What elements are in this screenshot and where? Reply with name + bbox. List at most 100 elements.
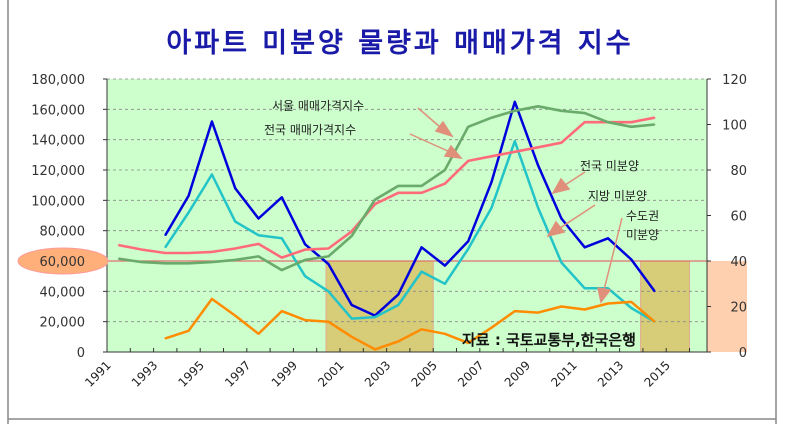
y-left-tick-label: 20,000: [40, 316, 86, 331]
annotation-national-unsold: 전국 미분양: [580, 159, 639, 173]
data-point: [467, 160, 469, 162]
data-point: [374, 198, 376, 201]
y-right-tick-label: 60: [730, 210, 747, 225]
arrow-capital-unsold: [603, 217, 623, 291]
arrow-local-unsold: [559, 204, 596, 229]
highlight-60000-ellipse: [17, 247, 109, 275]
data-point: [560, 110, 563, 112]
data-point: [304, 243, 306, 246]
data-point: [327, 263, 330, 265]
data-point: [187, 252, 190, 254]
data-point: [397, 293, 400, 296]
chart-title: 아파트 미분양 물량과 매매가격 지수: [166, 28, 633, 59]
data-point: [653, 116, 656, 119]
data-point: [280, 196, 283, 199]
data-point: [257, 217, 260, 220]
data-point: [607, 302, 609, 305]
data-point: [141, 248, 143, 251]
data-point: [630, 125, 633, 128]
data-point: [583, 112, 586, 114]
arrowhead-seoul: [434, 120, 454, 138]
data-point: [397, 304, 400, 306]
y-left-tick-label: 40,000: [40, 285, 86, 300]
data-point: [490, 326, 493, 329]
data-point: [164, 234, 167, 237]
data-point: [420, 191, 423, 194]
data-point: [327, 255, 330, 258]
data-point: [164, 262, 167, 265]
data-point: [211, 251, 213, 253]
data-point: [537, 207, 539, 209]
y-left-tick-label: 60,000: [40, 255, 86, 270]
data-point: [257, 243, 260, 245]
data-point: [560, 261, 563, 264]
arrowhead-capital-unsold: [597, 287, 612, 304]
data-point: [537, 311, 539, 314]
data-point: [211, 173, 213, 176]
data-point: [257, 333, 260, 335]
y-left-tick-label: 180,000: [31, 73, 85, 88]
series-line-1: [164, 139, 656, 323]
data-point: [467, 248, 469, 250]
y-left-tick-label: 120,000: [31, 164, 85, 179]
data-point: [234, 220, 236, 223]
data-point: [444, 169, 446, 171]
data-point: [350, 230, 353, 233]
data-point: [374, 203, 376, 205]
data-point: [141, 261, 143, 263]
data-point: [583, 308, 586, 311]
annotation-capital-unsold-line2: 미분양: [626, 228, 659, 242]
data-point: [280, 256, 283, 259]
data-point: [280, 269, 283, 271]
data-point: [467, 125, 469, 128]
data-point: [350, 336, 353, 338]
data-point: [537, 105, 539, 108]
data-point: [490, 116, 493, 119]
y-right-tick-label: 120: [722, 73, 747, 88]
data-point: [607, 287, 609, 290]
data-point: [304, 248, 306, 251]
data-point: [280, 237, 283, 240]
y-left-tick-label: 0: [77, 346, 85, 361]
data-point: [211, 298, 213, 300]
data-point: [397, 191, 400, 194]
data-point: [467, 240, 469, 243]
data-point: [187, 194, 190, 197]
data-point: [490, 207, 493, 209]
arrow-seoul: [417, 107, 441, 128]
arrow-national-unsold: [564, 171, 586, 186]
series-line-0: [164, 100, 656, 317]
data-point: [234, 187, 236, 189]
data-point: [420, 185, 423, 187]
data-point: [513, 151, 516, 153]
data-point: [630, 121, 633, 124]
data-point: [513, 110, 516, 112]
data-point: [537, 146, 539, 149]
data-point: [653, 290, 656, 293]
data-point: [513, 140, 516, 142]
shaded-period-0: [325, 260, 434, 353]
data-point: [467, 342, 469, 344]
data-point: [280, 310, 283, 312]
data-point: [490, 155, 493, 158]
data-point: [304, 275, 306, 277]
data-point: [234, 259, 236, 261]
shaded-period-1: [640, 260, 691, 353]
data-point: [420, 246, 423, 249]
data-point: [211, 120, 213, 123]
data-point: [374, 348, 376, 351]
data-point: [187, 262, 190, 265]
data-point: [164, 252, 167, 254]
data-point: [607, 121, 609, 124]
y-right-tick-label: 40: [730, 255, 747, 270]
data-point: [327, 320, 330, 323]
y-right-tick-label: 100: [722, 119, 747, 134]
right-axis-highlight-band: [707, 261, 747, 352]
data-point: [187, 211, 190, 214]
data-point: [513, 310, 516, 312]
y-left-tick-label: 80,000: [40, 225, 86, 240]
arrowhead-national-index: [443, 144, 463, 159]
data-point: [444, 182, 446, 185]
data-point: [630, 301, 633, 303]
